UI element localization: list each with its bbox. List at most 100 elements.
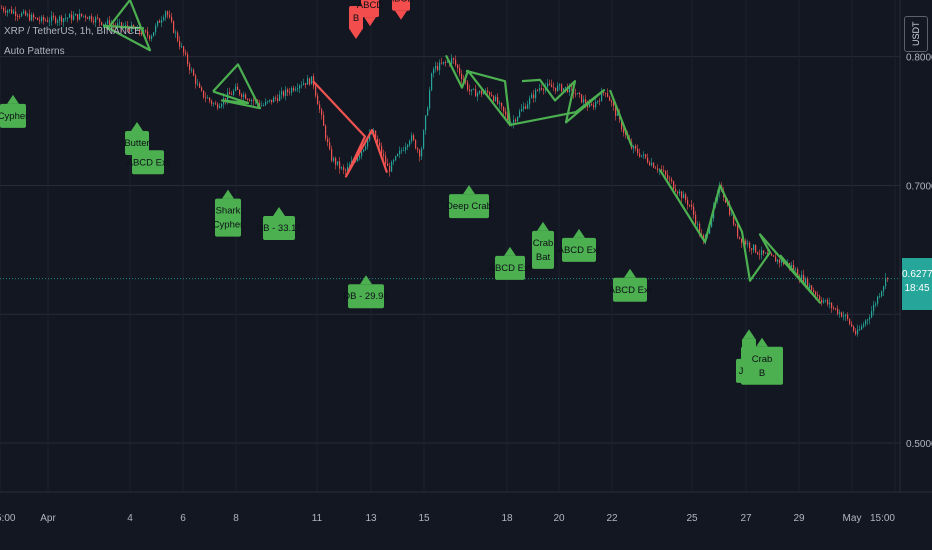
candle-body bbox=[813, 290, 815, 292]
candle-body bbox=[177, 32, 179, 41]
candle-body bbox=[407, 144, 409, 147]
label-pointer bbox=[273, 206, 285, 216]
label-box bbox=[392, 0, 410, 11]
candle-body bbox=[601, 91, 603, 102]
candle-body bbox=[349, 164, 351, 167]
candle-body bbox=[725, 197, 727, 203]
candle-body bbox=[421, 148, 423, 157]
candle-body bbox=[531, 94, 533, 99]
candle-body bbox=[517, 116, 519, 122]
candle-body bbox=[753, 244, 755, 251]
candle-body bbox=[217, 104, 219, 108]
time-axis[interactable]: 5:00 Apr 4 6 8 11 13 15 18 20 22 25 27 29 May 15:00 bbox=[0, 491, 932, 524]
candle-body bbox=[877, 296, 879, 304]
pattern-label-15: ABCD bbox=[357, 0, 383, 27]
candle-body bbox=[591, 103, 593, 106]
candle-body bbox=[625, 132, 627, 135]
candle-body bbox=[125, 25, 127, 27]
candle-body bbox=[241, 94, 243, 98]
indicator-title[interactable]: Auto Patterns bbox=[4, 46, 65, 57]
candle-body bbox=[305, 83, 307, 85]
candle-body bbox=[93, 20, 95, 23]
candle-body bbox=[699, 223, 701, 234]
candle-body bbox=[103, 23, 105, 25]
candle-body bbox=[617, 113, 619, 116]
candle-body bbox=[755, 244, 757, 253]
candle-body bbox=[863, 324, 865, 327]
label-pointer bbox=[395, 10, 407, 20]
candle-body bbox=[865, 320, 867, 325]
candle-body bbox=[159, 20, 161, 23]
time-tick-label: 25 bbox=[686, 513, 698, 524]
candle-body bbox=[597, 100, 599, 102]
currency-unit[interactable]: USDT bbox=[904, 16, 928, 52]
label-pointer bbox=[573, 228, 585, 238]
candle-body bbox=[645, 154, 647, 158]
candle-body bbox=[837, 308, 839, 314]
candle-body bbox=[209, 97, 211, 101]
candle-body bbox=[319, 104, 321, 110]
candle-body bbox=[599, 100, 601, 102]
label-text: ABCD Ext bbox=[609, 285, 652, 296]
candle-body bbox=[107, 20, 109, 24]
candle-body bbox=[213, 103, 215, 105]
candle-body bbox=[41, 16, 43, 21]
candle-body bbox=[679, 191, 681, 194]
candle-body bbox=[825, 300, 827, 301]
candle-body bbox=[391, 161, 393, 172]
candle-body bbox=[329, 142, 331, 150]
candle-body bbox=[379, 142, 381, 147]
time-tick-label: 22 bbox=[606, 513, 618, 524]
candle-body bbox=[145, 30, 147, 32]
candle-body bbox=[603, 91, 605, 93]
candle-body bbox=[661, 169, 663, 171]
candle-body bbox=[279, 94, 281, 101]
symbol-title[interactable]: XRP / TetherUS, 1h, BINANCE bbox=[4, 26, 141, 37]
candle-body bbox=[669, 178, 671, 180]
candle-body bbox=[303, 83, 305, 85]
candle-body bbox=[741, 238, 743, 243]
candle-body bbox=[23, 11, 25, 14]
candle-body bbox=[685, 194, 687, 201]
candle-body bbox=[611, 100, 613, 103]
candle-body bbox=[101, 21, 103, 25]
candle-body bbox=[873, 304, 875, 312]
candle-body bbox=[31, 14, 33, 21]
candle-body bbox=[95, 17, 97, 23]
candle-body bbox=[77, 14, 79, 20]
candle-body bbox=[59, 16, 61, 21]
candle-body bbox=[797, 269, 799, 277]
candle-body bbox=[69, 14, 71, 18]
candle-body bbox=[293, 87, 295, 91]
candle-body bbox=[197, 83, 199, 85]
candle-body bbox=[341, 167, 343, 169]
candle-body bbox=[79, 13, 81, 20]
candle-body bbox=[541, 88, 543, 90]
candle-body bbox=[677, 191, 679, 194]
candle-body bbox=[189, 63, 191, 71]
pattern-label-12: Crab B bbox=[741, 337, 783, 385]
candle-body bbox=[89, 16, 91, 20]
candle-body bbox=[823, 300, 825, 303]
candle-body bbox=[537, 90, 539, 91]
label-pointer bbox=[222, 189, 234, 199]
candle-body bbox=[757, 252, 759, 255]
candle-body bbox=[859, 329, 861, 331]
candle-body bbox=[463, 79, 465, 81]
candle-body bbox=[9, 9, 11, 11]
candle-body bbox=[325, 125, 327, 139]
candle-body bbox=[453, 58, 455, 60]
candle-body bbox=[803, 274, 805, 284]
candle-body bbox=[399, 150, 401, 154]
candle-body bbox=[369, 133, 371, 140]
candle-body bbox=[161, 20, 163, 23]
candle-body bbox=[87, 17, 89, 20]
time-tick-label: 13 bbox=[365, 513, 377, 524]
candle-body bbox=[737, 225, 739, 237]
candle-body bbox=[277, 98, 279, 101]
candle-body bbox=[289, 92, 291, 93]
candle-body bbox=[299, 85, 301, 89]
candle-body bbox=[793, 264, 795, 270]
